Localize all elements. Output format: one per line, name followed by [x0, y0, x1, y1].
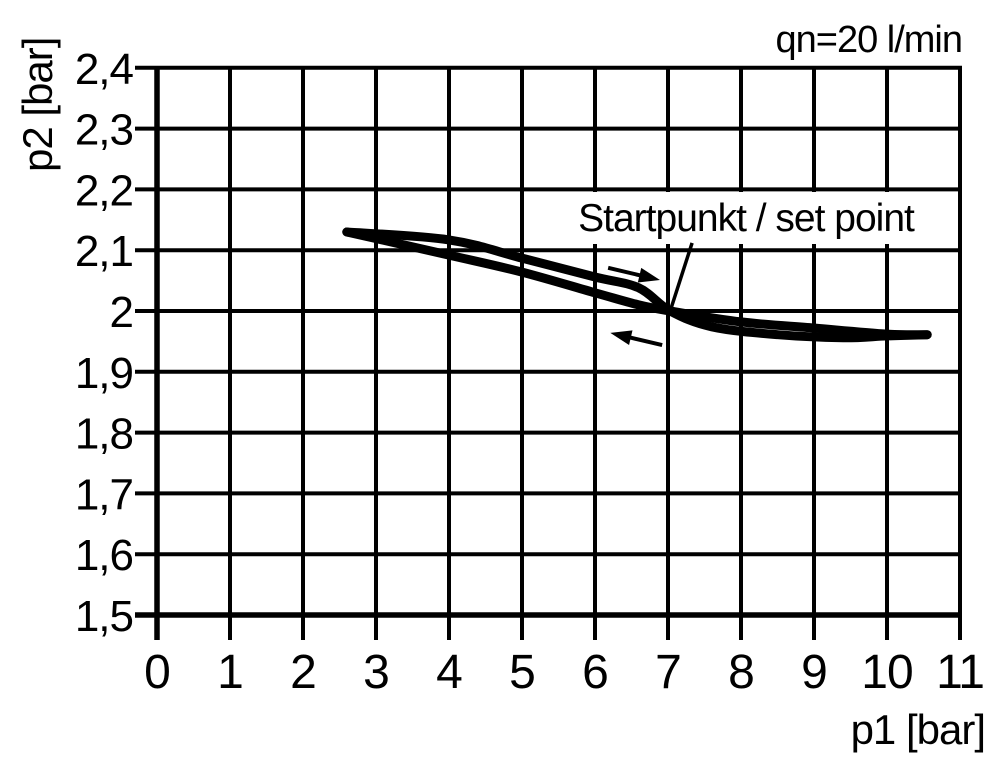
y-tick-label: 2,2: [75, 166, 133, 215]
annotation-group: [607, 242, 694, 347]
return-direction-arrow-head: [610, 330, 633, 345]
x-tick-label: 10: [861, 646, 912, 699]
x-tick-label: 6: [582, 646, 608, 699]
setpoint-label: Startpunkt / set point: [578, 197, 915, 240]
curves-group: [342, 227, 932, 343]
return-direction-arrow-shaft: [628, 335, 663, 347]
tick-labels-group: 0 1 2 3 4 5 6 7 8 9 10 112,42,32,22,121,91,81,71,61…: [75, 45, 985, 699]
x-tick-label: 0: [144, 646, 170, 699]
curve-return-stroke: [342, 227, 932, 340]
x-axis-label: p1 [bar]: [851, 706, 985, 753]
y-axis-label: p2 [bar]: [14, 38, 61, 172]
x-tick-label: 8: [728, 646, 754, 699]
x-tick-label: 7: [655, 646, 681, 699]
return-direction-arrow: [610, 330, 663, 347]
y-tick-label: 1,6: [75, 531, 133, 580]
forward-direction-arrow: [607, 265, 660, 283]
x-tick-label: 3: [363, 646, 389, 699]
forward-direction-arrow-shaft: [607, 265, 642, 278]
setpoint-leader-line: [668, 242, 694, 312]
y-tick-label: 2,1: [75, 227, 133, 276]
y-tick-label: 1,5: [75, 592, 133, 641]
flow-rate-label: qn=20 l/min: [775, 19, 962, 61]
forward-direction-arrow-head: [637, 267, 660, 283]
y-tick-label: 2,4: [75, 45, 134, 94]
x-tick-label: 1: [217, 646, 243, 699]
y-tick-label: 2,3: [75, 106, 133, 155]
setpoint-label-bg: [528, 192, 936, 244]
grid-group: [135, 65, 962, 640]
y-tick-label: 1,9: [75, 349, 133, 398]
x-tick-label: 4: [436, 646, 462, 699]
x-tick-label: 2: [290, 646, 316, 699]
setpoint-label-group: Startpunkt / set point: [528, 192, 936, 244]
x-tick-label: 5: [509, 646, 535, 699]
x-tick-label: 11: [936, 646, 984, 699]
y-tick-label: 2: [110, 288, 133, 337]
y-tick-label: 1,8: [75, 410, 133, 459]
x-tick-label: 9: [801, 646, 827, 699]
y-tick-label: 1,7: [75, 470, 133, 519]
